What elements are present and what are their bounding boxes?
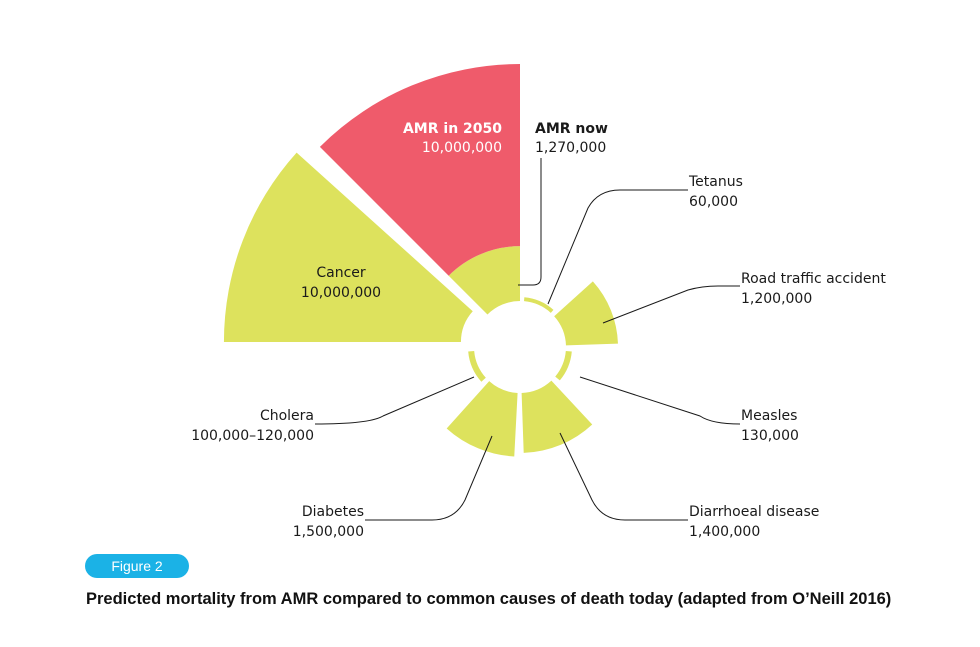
label-cancer: Cancer bbox=[316, 265, 366, 281]
leader-tetanus bbox=[547, 189, 688, 305]
value-tetanus: 60,000 bbox=[689, 194, 738, 210]
value-measles: 130,000 bbox=[741, 428, 799, 444]
value-diarrhoeal: 1,400,000 bbox=[689, 524, 760, 540]
leader-diarrhoeal bbox=[559, 432, 688, 521]
slice-road-traffic bbox=[554, 281, 618, 346]
value-road-traffic: 1,200,000 bbox=[741, 291, 812, 307]
slice-measles bbox=[555, 351, 572, 381]
slice-amr-now bbox=[448, 246, 520, 315]
label-amr-2050: AMR in 2050 bbox=[403, 121, 502, 137]
mortality-chart: AMR in 2050 10,000,000 Cancer 10,000,000… bbox=[191, 64, 886, 540]
label-cholera: Cholera bbox=[260, 408, 314, 424]
value-amr-now: 1,270,000 bbox=[535, 140, 606, 156]
value-cholera: 100,000–120,000 bbox=[191, 428, 314, 444]
slice-diarrhoeal bbox=[521, 380, 593, 453]
slice-amr-2050 bbox=[319, 64, 520, 276]
label-diabetes: Diabetes bbox=[302, 504, 364, 520]
leader-road-traffic bbox=[602, 285, 740, 324]
leader-measles bbox=[579, 376, 741, 425]
value-amr-2050: 10,000,000 bbox=[422, 140, 502, 156]
value-diabetes: 1,500,000 bbox=[293, 524, 364, 540]
slice-cancer bbox=[223, 152, 473, 342]
figure-caption: Predicted mortality from AMR compared to… bbox=[86, 590, 892, 608]
label-amr-now: AMR now bbox=[535, 121, 608, 137]
label-tetanus: Tetanus bbox=[688, 174, 743, 190]
leader-cholera bbox=[314, 376, 475, 425]
slice-tetanus bbox=[524, 297, 554, 313]
value-cancer: 10,000,000 bbox=[301, 285, 381, 301]
label-measles: Measles bbox=[741, 408, 797, 424]
label-road-traffic: Road traffic accident bbox=[741, 271, 886, 287]
figure-label-badge: Figure 2 bbox=[85, 554, 189, 578]
slice-diabetes bbox=[446, 381, 518, 457]
leader-diabetes bbox=[365, 435, 493, 521]
leader-amr-now bbox=[518, 158, 542, 286]
label-diarrhoeal: Diarrhoeal disease bbox=[689, 504, 819, 520]
slice-cholera bbox=[468, 351, 486, 382]
